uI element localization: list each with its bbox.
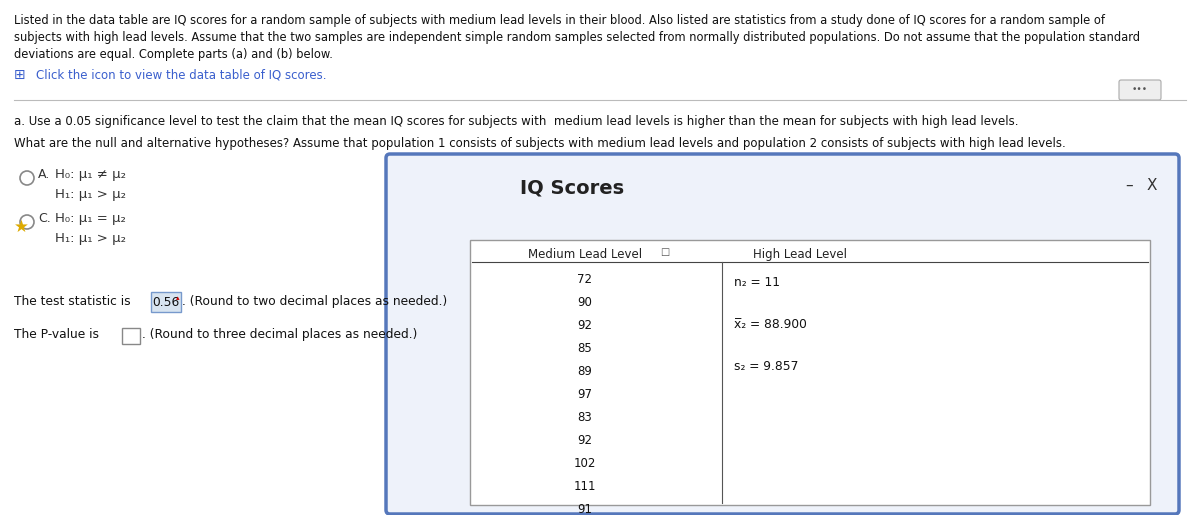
Text: 92: 92 bbox=[577, 434, 593, 447]
Text: Listed in the data table are IQ scores for a random sample of subjects with medi: Listed in the data table are IQ scores f… bbox=[14, 14, 1105, 27]
Text: 83: 83 bbox=[577, 411, 593, 424]
Text: ★: ★ bbox=[14, 218, 29, 236]
Text: –: – bbox=[1126, 178, 1133, 193]
Text: 90: 90 bbox=[577, 296, 593, 309]
Text: 72: 72 bbox=[577, 273, 593, 286]
Text: H₀: μ₁ ≠ μ₂: H₀: μ₁ ≠ μ₂ bbox=[55, 168, 126, 181]
Text: H₁: μ₁ > μ₂: H₁: μ₁ > μ₂ bbox=[55, 232, 126, 245]
Text: What are the null and alternative hypotheses? Assume that population 1 consists : What are the null and alternative hypoth… bbox=[14, 137, 1066, 150]
Text: The test statistic is: The test statistic is bbox=[14, 295, 134, 308]
Text: H₀: μ₁ = μ₂: H₀: μ₁ = μ₂ bbox=[55, 212, 126, 225]
Text: 89: 89 bbox=[577, 365, 593, 378]
Text: 85: 85 bbox=[577, 342, 593, 355]
Text: 111: 111 bbox=[574, 480, 596, 493]
Text: . (Round to three decimal places as needed.): . (Round to three decimal places as need… bbox=[142, 328, 418, 341]
Text: a. Use a 0.05 significance level to test the claim that the mean IQ scores for s: a. Use a 0.05 significance level to test… bbox=[14, 115, 1019, 128]
Text: ▴: ▴ bbox=[175, 295, 179, 301]
FancyBboxPatch shape bbox=[151, 292, 181, 312]
Text: H₁: μ₁ > μ₂: H₁: μ₁ > μ₂ bbox=[55, 188, 126, 201]
Text: 97: 97 bbox=[577, 388, 593, 401]
Text: Click the icon to view the data table of IQ scores.: Click the icon to view the data table of… bbox=[36, 68, 326, 81]
Text: The P-value is: The P-value is bbox=[14, 328, 103, 341]
Text: 91: 91 bbox=[577, 503, 593, 515]
Text: . (Round to two decimal places as needed.): . (Round to two decimal places as needed… bbox=[182, 295, 448, 308]
Text: High Lead Level: High Lead Level bbox=[754, 248, 847, 261]
Text: 102: 102 bbox=[574, 457, 596, 470]
Text: x̅₂ = 88.900: x̅₂ = 88.900 bbox=[734, 318, 806, 331]
Text: s₂ = 9.857: s₂ = 9.857 bbox=[734, 360, 798, 373]
Text: X: X bbox=[1147, 178, 1158, 193]
Text: A.: A. bbox=[38, 168, 50, 181]
Bar bbox=[470, 240, 1150, 505]
Text: deviations are equal. Complete parts (a) and (b) below.: deviations are equal. Complete parts (a)… bbox=[14, 48, 332, 61]
Text: 0.56: 0.56 bbox=[152, 296, 180, 308]
Bar bbox=[122, 328, 140, 344]
Text: IQ Scores: IQ Scores bbox=[520, 178, 624, 197]
Text: C.: C. bbox=[38, 212, 50, 225]
FancyBboxPatch shape bbox=[1120, 80, 1162, 100]
Text: •••: ••• bbox=[1132, 85, 1148, 94]
Text: subjects with high lead levels. Assume that the two samples are independent simp: subjects with high lead levels. Assume t… bbox=[14, 31, 1140, 44]
Text: Medium Lead Level: Medium Lead Level bbox=[528, 248, 642, 261]
FancyBboxPatch shape bbox=[386, 154, 1178, 514]
Text: □: □ bbox=[660, 247, 670, 257]
Text: ⊞: ⊞ bbox=[14, 68, 25, 82]
Text: n₂ = 11: n₂ = 11 bbox=[734, 276, 780, 289]
Text: 92: 92 bbox=[577, 319, 593, 332]
